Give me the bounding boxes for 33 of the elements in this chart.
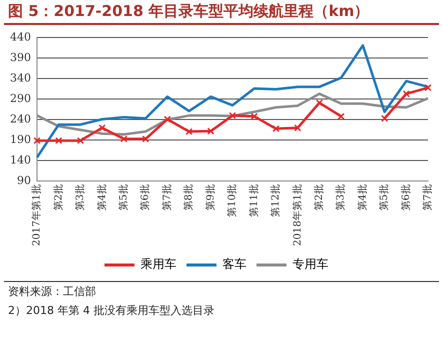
x-tick-label: 第12批 xyxy=(270,184,282,217)
x-tick-label: 第8批 xyxy=(182,184,195,211)
x-tick-label: 2018年第1批 xyxy=(291,184,304,246)
x-tick-label: 第4批 xyxy=(96,184,108,211)
x-tick-label: 第10批 xyxy=(226,184,238,217)
text: 2）2018 年第 4 批没有乘用车型入选目录 xyxy=(7,303,216,319)
y-tick-label: 240 xyxy=(10,112,31,126)
y-tick-label: 390 xyxy=(10,50,31,64)
x-tick-label: 第4批 xyxy=(356,184,368,211)
legend-label: 客车 xyxy=(222,257,246,272)
y-tick-label: 140 xyxy=(10,154,31,167)
x-tick-label: 第6批 xyxy=(400,184,412,211)
x-tick-label: 2017年第1批 xyxy=(30,184,43,246)
y-tick-label: 340 xyxy=(10,71,31,84)
y-tick-label: 90 xyxy=(16,174,31,188)
x-tick-label: 第2批 xyxy=(52,184,64,211)
x-tick-label: 第5批 xyxy=(117,184,130,211)
y-tick-label: 290 xyxy=(10,92,31,105)
legend-label: 乘用车 xyxy=(140,257,176,272)
chart-title: 图 5：2017-2018 年目录车型平均续航里程（km） xyxy=(4,0,439,25)
y-tick-label: 440 xyxy=(10,30,31,44)
x-tick-label: 第7批 xyxy=(422,184,434,211)
y-tick-label: 190 xyxy=(10,133,31,146)
text: 资料来源：工信部 xyxy=(7,284,97,300)
x-tick-label: 第6批 xyxy=(139,184,152,211)
x-tick-label: 第7批 xyxy=(160,184,173,211)
x-tick-label: 第11批 xyxy=(248,184,260,217)
x-tick-label: 第5批 xyxy=(378,184,390,211)
x-tick-label: 第3批 xyxy=(74,184,86,211)
legend-label: 专用车 xyxy=(292,257,328,272)
x-tick-label: 第2批 xyxy=(312,184,325,211)
x-tick-label: 第9批 xyxy=(204,184,216,211)
x-tick-label: 第3批 xyxy=(334,184,347,211)
